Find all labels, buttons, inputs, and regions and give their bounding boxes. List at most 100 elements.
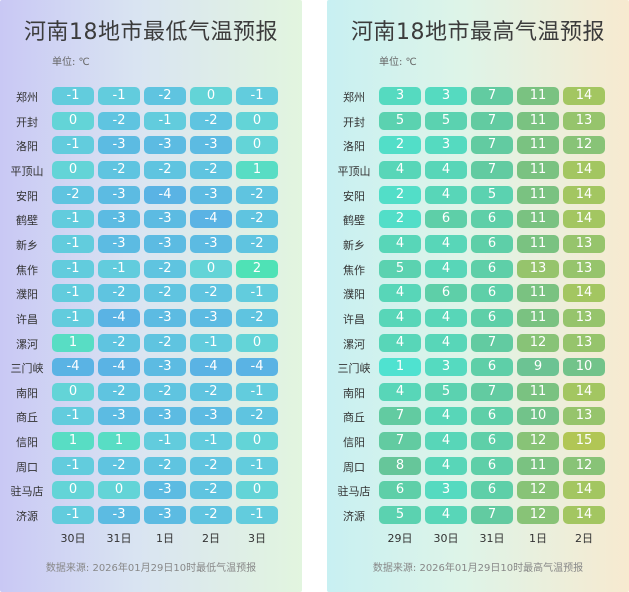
low-temp-cell: -1 xyxy=(52,259,94,278)
high-temp-cell: 4 xyxy=(425,160,467,179)
low-temp-cell: -2 xyxy=(190,481,232,500)
high-temp-cell: 6 xyxy=(471,481,513,500)
low-city-label: 安阳 xyxy=(16,189,38,203)
high-city-label: 郑州 xyxy=(343,91,365,104)
low-temp-cell: 0 xyxy=(52,382,94,401)
low-temp-cell: -2 xyxy=(144,87,186,105)
high-temp-cell: 3 xyxy=(425,358,467,377)
high-temp-cell: 3 xyxy=(379,87,421,105)
low-day-label: 30日 xyxy=(60,532,86,545)
low-temp-cell: -2 xyxy=(190,382,232,401)
high-temp-cell: 10 xyxy=(517,407,559,426)
low-temp-cell: -1 xyxy=(144,432,186,451)
high-temp-cell: 4 xyxy=(379,382,421,401)
high-temp-cell: 13 xyxy=(563,111,605,130)
low-temp-cell: -1 xyxy=(236,456,278,475)
low-temp-cell: -1 xyxy=(52,456,94,475)
low-temp-cell: 0 xyxy=(52,481,94,500)
high-temp-cell: 14 xyxy=(563,481,605,500)
high-temp-cell: 4 xyxy=(425,407,467,426)
high-temp-cell: 13 xyxy=(563,308,605,327)
low-temp-cell: -2 xyxy=(98,382,140,401)
low-temp-cell: 1 xyxy=(52,432,94,451)
low-temp-cell: -3 xyxy=(98,210,140,229)
low-temp-cell: 0 xyxy=(236,333,278,352)
low-temp-cell: 1 xyxy=(98,432,140,451)
high-temp-cell: 1 xyxy=(379,358,421,377)
low-city-label: 濮阳 xyxy=(16,288,38,302)
high-temp-cell: 4 xyxy=(425,432,467,451)
high-city-label: 开封 xyxy=(343,115,365,129)
high-temp-cell: 11 xyxy=(517,210,559,229)
high-temp-cell: 8 xyxy=(379,456,421,475)
high-day-label: 1日 xyxy=(529,532,547,545)
high-temp-cell: 7 xyxy=(471,160,513,179)
high-temp-cell: 4 xyxy=(379,284,421,303)
low-temp-cell: -1 xyxy=(236,87,278,105)
high-temp-cell: 11 xyxy=(517,160,559,179)
low-temp-cell: -3 xyxy=(190,308,232,327)
low-temp-cell: -2 xyxy=(190,160,232,179)
low-temp-cell: -3 xyxy=(98,185,140,204)
low-temp-cell: -1 xyxy=(144,111,186,130)
high-temp-cell: 12 xyxy=(517,333,559,352)
low-temp-cell: -2 xyxy=(98,284,140,303)
high-temp-cell: 6 xyxy=(471,432,513,451)
low-temp-cell: -3 xyxy=(144,136,186,155)
high-day-label: 31日 xyxy=(479,532,505,545)
low-temp-cell: -4 xyxy=(98,358,140,377)
high-temp-cell: 3 xyxy=(425,87,467,105)
low-city-label: 开封 xyxy=(16,115,38,129)
high-temp-cell: 7 xyxy=(471,333,513,352)
low-temp-cell: -1 xyxy=(52,234,94,253)
high-temp-cell: 4 xyxy=(425,333,467,352)
high-city-label: 驻马店 xyxy=(337,485,371,499)
low-city-label: 焦作 xyxy=(16,263,38,277)
low-temp-cell: -2 xyxy=(236,210,278,229)
low-temp-cell: -2 xyxy=(236,308,278,327)
low-temp-title: 河南18地市最低气温预报 xyxy=(24,20,278,45)
low-temp-cell: -1 xyxy=(98,87,140,105)
low-temp-cell: -1 xyxy=(52,136,94,155)
low-temp-cell: 0 xyxy=(190,259,232,278)
low-temp-cell: 1 xyxy=(52,333,94,352)
high-temp-cell: 11 xyxy=(517,284,559,303)
high-city-label: 焦作 xyxy=(343,263,365,277)
high-temp-cell: 13 xyxy=(563,259,605,278)
high-city-label: 南阳 xyxy=(343,386,365,400)
low-day-label: 1日 xyxy=(156,532,174,545)
high-city-label: 新乡 xyxy=(343,238,365,252)
high-temp-cell: 7 xyxy=(471,382,513,401)
high-temp-cell: 7 xyxy=(471,111,513,130)
low-city-label: 济源 xyxy=(16,510,38,524)
low-city-label: 商丘 xyxy=(16,411,38,425)
low-temp-cell: 0 xyxy=(98,481,140,500)
low-temp-cell: -3 xyxy=(144,407,186,426)
high-temp-cell: 6 xyxy=(379,481,421,500)
low-day-label: 31日 xyxy=(106,532,132,545)
high-temp-cell: 11 xyxy=(517,456,559,475)
high-temp-unit: 单位: ℃ xyxy=(379,57,417,68)
high-temp-cell: 12 xyxy=(517,506,559,525)
high-temp-cell: 13 xyxy=(563,333,605,352)
low-city-label: 漯河 xyxy=(16,337,38,351)
low-city-label: 三门峡 xyxy=(10,362,44,376)
high-temp-cell: 11 xyxy=(517,185,559,204)
high-city-label: 三门峡 xyxy=(337,362,371,376)
high-temp-cell: 6 xyxy=(471,259,513,278)
high-temp-cell: 2 xyxy=(379,210,421,229)
low-city-label: 信阳 xyxy=(16,436,38,450)
low-temp-cell: -2 xyxy=(144,456,186,475)
low-temp-cell: -2 xyxy=(190,111,232,130)
high-temp-cell: 14 xyxy=(563,210,605,229)
high-temp-cell: 3 xyxy=(425,136,467,155)
low-temp-cell: -2 xyxy=(144,160,186,179)
low-city-label: 许昌 xyxy=(16,312,38,326)
high-city-label: 济源 xyxy=(343,510,365,524)
high-temp-cell: 14 xyxy=(563,87,605,105)
low-city-label: 新乡 xyxy=(16,238,38,252)
low-temp-cell: -1 xyxy=(52,407,94,426)
high-temp-cell: 11 xyxy=(517,308,559,327)
high-temp-cell: 7 xyxy=(471,136,513,155)
low-temp-cell: 2 xyxy=(236,259,278,278)
